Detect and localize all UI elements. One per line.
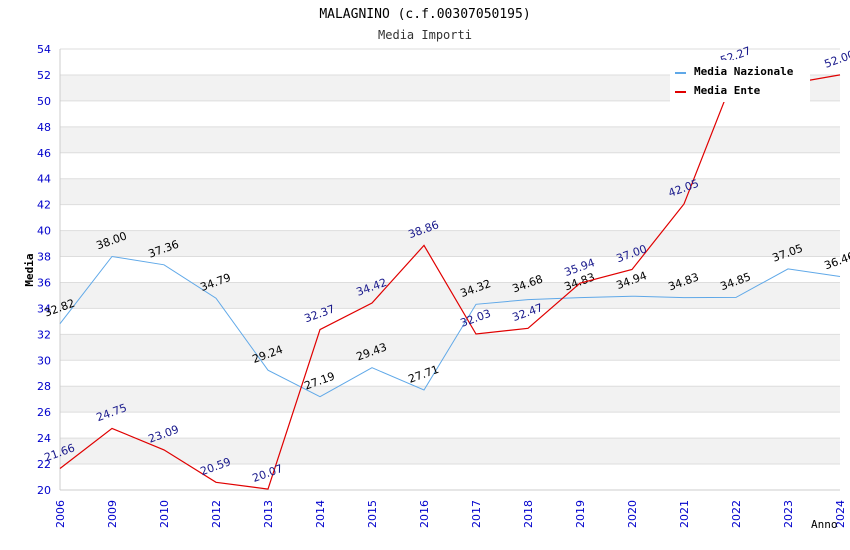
y-tick-label: 28: [37, 380, 51, 393]
y-tick-label: 48: [37, 121, 51, 134]
y-tick-label: 54: [37, 43, 51, 56]
legend-box: [670, 60, 810, 102]
grid-band: [60, 230, 840, 257]
y-tick-label: 26: [37, 406, 51, 419]
y-tick-label: 46: [37, 147, 51, 160]
series-line-media-nazionale: [59, 255, 841, 398]
x-axis: 2006 2009 2010 2012 2013 2014 2015 2016 2017 2018…: [54, 500, 847, 528]
y-tick-label: 44: [37, 173, 51, 186]
x-tick-label: 2018: [522, 500, 535, 528]
grid-band: [60, 178, 840, 205]
y-tick-label: 36: [37, 276, 51, 289]
grid-band: [60, 126, 840, 153]
y-tick-label: 40: [37, 225, 51, 238]
legend-label-media-ente: Media Ente: [694, 84, 761, 97]
data-label-media-ente: 20.07: [251, 462, 285, 485]
grid-band: [60, 438, 840, 465]
legend-label-media-nazionale: Media Nazionale: [694, 65, 794, 78]
x-tick-label: 2009: [106, 500, 119, 528]
y-axis-label: Media: [23, 253, 36, 286]
chart-subtitle: Media Importi: [378, 28, 472, 42]
x-tick-label: 2017: [470, 500, 483, 528]
y-tick-label: 34: [37, 302, 51, 315]
chart-title: MALAGNINO (c.f.00307050195): [319, 7, 530, 22]
x-tick-label: 2021: [678, 500, 691, 528]
y-tick-label: 50: [37, 95, 51, 108]
x-tick-label: 2016: [418, 500, 431, 528]
grid-band: [60, 282, 840, 309]
data-label-media-ente: 32.03: [459, 307, 493, 330]
x-axis-label: Anno: [811, 518, 838, 531]
x-tick-label: 2019: [574, 500, 587, 528]
grid-band: [60, 386, 840, 413]
x-tick-label: 2022: [730, 500, 743, 528]
x-tick-label: 2006: [54, 500, 67, 528]
x-tick-label: 2015: [366, 500, 379, 528]
y-tick-label: 20: [37, 484, 51, 497]
y-tick-label: 42: [37, 199, 51, 212]
y-tick-label: 38: [37, 251, 51, 264]
data-label-media-ente: 52.00: [823, 48, 850, 71]
data-label-media-nazionale: 27.71: [407, 363, 441, 386]
y-tick-label: 22: [37, 458, 51, 471]
x-tick-label: 2023: [782, 500, 795, 528]
legend: Media Nazionale Media Ente: [670, 60, 810, 102]
y-tick-label: 32: [37, 328, 51, 341]
series-line-media-ente: [59, 70, 841, 490]
y-tick-label: 30: [37, 354, 51, 367]
y-tick-label: 52: [37, 69, 51, 82]
x-tick-label: 2024: [834, 500, 847, 528]
y-axis: 20 22 24 26 28 30 32 34 36 38 40 42 44 46 48 50 52 54: [37, 43, 51, 497]
y-tick-label: 24: [37, 432, 51, 445]
plot-background: [59, 48, 840, 491]
x-tick-label: 2020: [626, 500, 639, 528]
x-tick-label: 2014: [314, 500, 327, 528]
x-tick-label: 2012: [210, 500, 223, 528]
x-tick-label: 2013: [262, 500, 275, 528]
x-tick-label: 2010: [158, 500, 171, 528]
